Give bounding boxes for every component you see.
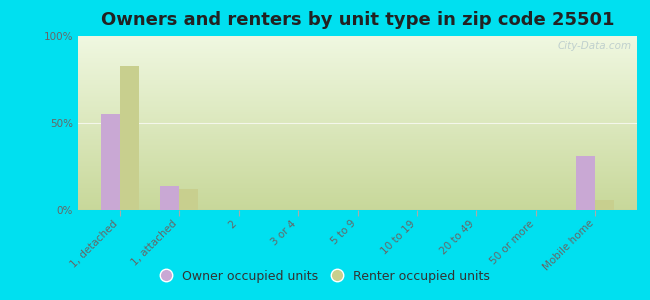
Bar: [101, 114, 120, 210]
Bar: [160, 186, 179, 210]
Bar: [595, 200, 614, 210]
Title: Owners and renters by unit type in zip code 25501: Owners and renters by unit type in zip c…: [101, 11, 614, 29]
Bar: [179, 189, 198, 210]
Text: City-Data.com: City-Data.com: [557, 41, 631, 51]
Legend: Owner occupied units, Renter occupied units: Owner occupied units, Renter occupied un…: [155, 265, 495, 288]
Bar: [120, 66, 138, 210]
Bar: [577, 156, 595, 210]
